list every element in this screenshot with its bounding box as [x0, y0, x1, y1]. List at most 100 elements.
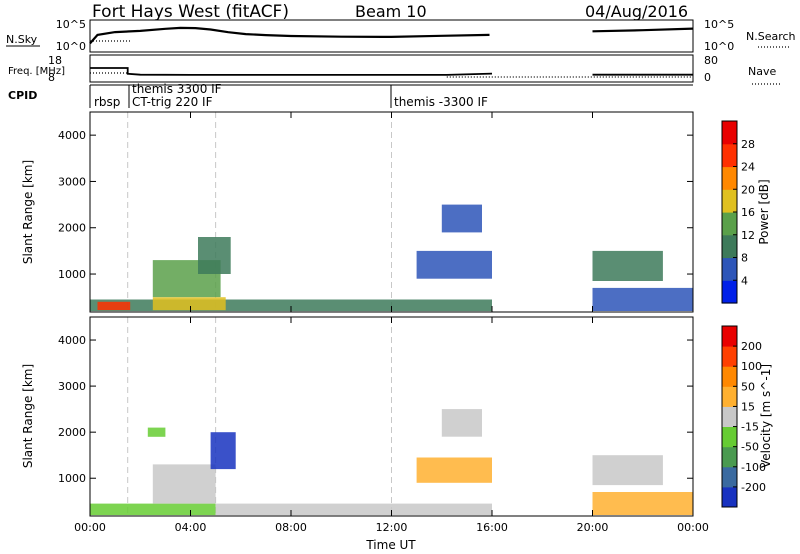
velocity-axes-ylabel-2: 3000: [58, 380, 86, 393]
velocity-colorbar-swatch-4: [722, 406, 737, 427]
noise-sky-line-b: [592, 27, 694, 33]
velocity-axes-ylabel-1: 2000: [58, 426, 86, 439]
velocity-colorbar-swatch-3: [722, 426, 737, 448]
power-colorbar-label-6: 28: [741, 138, 755, 151]
velocity-axes-xlabel-1: 04:00: [175, 521, 207, 534]
velocity-axes-ylabel-3: 4000: [58, 334, 86, 347]
power-colorbar-label-5: 24: [741, 161, 755, 174]
power-colorbar: 4 8 12 16 20 24 28: [721, 120, 755, 304]
velocity-axes-xlabel-4: 16:00: [476, 521, 508, 534]
velocity-colorbar-swatch-2: [722, 446, 737, 468]
power-axes-ylabel-1: 2000: [58, 222, 86, 235]
velocity-colorbar-label: Velocity [m s^-1]: [759, 364, 773, 468]
power-colorbar-swatch-7: [722, 121, 737, 145]
power-regions-region-0: [90, 299, 492, 312]
cpid-entry-themis-2: themis -3300 IF: [394, 95, 488, 109]
noise-right-label: N.Search: [746, 30, 796, 43]
velocity-colorbar-label-4: -15: [741, 421, 759, 434]
power-colorbar-swatch-6: [722, 143, 737, 168]
velocity-axes-xlabel-3: 12:00: [376, 521, 408, 534]
power-regions-region-8: [592, 287, 693, 311]
noise-sky-line-a: [89, 26, 490, 45]
velocity-axes: 1000 2000 3000 4000 00:00 04:00 08:00 12:00 16:0…: [58, 317, 709, 534]
velocity-regions-region-5: [416, 457, 492, 483]
cpid-entry-themis-1: themis 3300 IF: [132, 82, 222, 96]
velocity-ylabel: Slant Range [km]: [21, 364, 35, 468]
velocity-colorbar-swatch-5: [722, 386, 737, 407]
power-colorbar-swatch-1: [722, 257, 737, 281]
power-colorbar-swatch-4: [722, 189, 737, 213]
velocity-colorbar-swatch-0: [722, 486, 737, 508]
freq-left-tick-bottom: 8: [48, 71, 55, 84]
velocity-regions-region-2: [152, 464, 216, 504]
velocity-colorbar-label-5: -50: [741, 441, 759, 454]
cpid-panel: CPID rbsp themis 3300 IF CT-trig 220 IF …: [8, 82, 693, 109]
frequency-panel: Freq. [MHz] 18 8 80 0 Nave: [8, 54, 780, 85]
velocity-regions-region-6: [441, 409, 482, 437]
velocity-axes-xlabel-5: 20:00: [577, 521, 609, 534]
cpid-entry-rbsp: rbsp: [94, 95, 120, 109]
velocity-colorbar-label-3: 15: [741, 400, 755, 413]
noise-series: [89, 26, 694, 45]
station-title: Fort Hays West (fitACF): [92, 2, 289, 22]
velocity-regions-region-1: [215, 503, 492, 516]
velocity-regions-region-8: [592, 492, 693, 515]
power-colorbar-swatch-0: [722, 280, 737, 304]
velocity-colorbar-label-0: 200: [741, 340, 762, 353]
power-axes-ylabel-3: 4000: [58, 129, 86, 142]
power-ylabel: Slant Range [km]: [21, 160, 35, 264]
power-colorbar-label-1: 8: [741, 252, 748, 265]
velocity-axes-xlabel-6: 00:00: [677, 521, 709, 534]
velocity-colorbar-swatch-8: [722, 326, 737, 347]
power-axes-ylabel-0: 1000: [58, 268, 86, 281]
velocity-regions-region-7: [592, 455, 663, 486]
velocity-colorbar-label-1: 100: [741, 360, 762, 373]
noise-left-tick-top: 10^5: [56, 18, 86, 31]
velocity-colorbar: 200 100 50 15 -15 -50 -100 -200: [721, 325, 766, 508]
noise-panel: N.Sky 10^5 10^0 10^5 10^0 N.Search: [6, 18, 796, 53]
noise-right-tick-top: 10^5: [704, 18, 734, 31]
velocity-regions-region-4: [147, 427, 166, 437]
power-axes-ylabel-2: 3000: [58, 175, 86, 188]
cpid-label: CPID: [8, 89, 37, 102]
velocity-regions-region-3: [210, 432, 236, 470]
freq-left-label: Freq. [MHz]: [8, 66, 65, 77]
power-regions-region-1: [97, 301, 131, 311]
freq-right-label: Nave: [748, 65, 776, 78]
freq-right-tick-top: 80: [704, 54, 718, 67]
freq-right-tick-bottom: 0: [704, 71, 711, 84]
noise-right-tick-bottom: 10^0: [704, 40, 734, 53]
velocity-colorbar-swatch-1: [722, 466, 737, 488]
velocity-colorbar-label-2: 50: [741, 380, 755, 393]
power-colorbar-label-0: 4: [741, 274, 748, 287]
power-panel: 1000 2000 3000 4000 Slant Range [km] 4 8 12 16…: [21, 111, 771, 313]
power-regions-region-7: [592, 250, 663, 281]
velocity-panel: 1000 2000 3000 4000 00:00 04:00 08:00 12:00 16:0…: [21, 316, 773, 552]
velocity-axes-xlabel-2: 08:00: [275, 521, 307, 534]
velocity-colorbar-frame: [721, 325, 738, 508]
velocity-colorbar-swatch-7: [722, 346, 737, 367]
power-regions-region-6: [441, 204, 482, 233]
velocity-colorbar-label-6: -100: [741, 461, 766, 474]
noise-left-tick-bottom: 10^0: [56, 40, 86, 53]
power-colorbar-label: Power [dB]: [757, 179, 771, 244]
date-title: 04/Aug/2016: [585, 2, 688, 21]
power-colorbar-swatch-2: [722, 234, 737, 259]
power-colorbar-label-4: 20: [741, 183, 755, 196]
power-axes: 1000 2000 3000 4000: [58, 112, 694, 312]
frequency-series: [90, 67, 693, 78]
beam-title: Beam 10: [355, 2, 427, 21]
velocity-colorbar-swatch-6: [722, 366, 737, 387]
cpid-entry-ct-trig: CT-trig 220 IF: [132, 95, 213, 109]
velocity-colorbar-label-7: -200: [741, 481, 766, 494]
noise-left-label: N.Sky: [6, 33, 38, 46]
power-colorbar-swatch-3: [722, 212, 737, 236]
freq-left-tick-top: 18: [48, 54, 62, 67]
velocity-data: [90, 317, 693, 516]
velocity-axes-xlabel-0: 00:00: [74, 521, 106, 534]
frequency-line-a: [90, 67, 493, 76]
velocity-axes-ylabel-0: 1000: [58, 472, 86, 485]
power-regions-region-2: [152, 297, 226, 311]
power-regions-region-4: [198, 237, 231, 274]
